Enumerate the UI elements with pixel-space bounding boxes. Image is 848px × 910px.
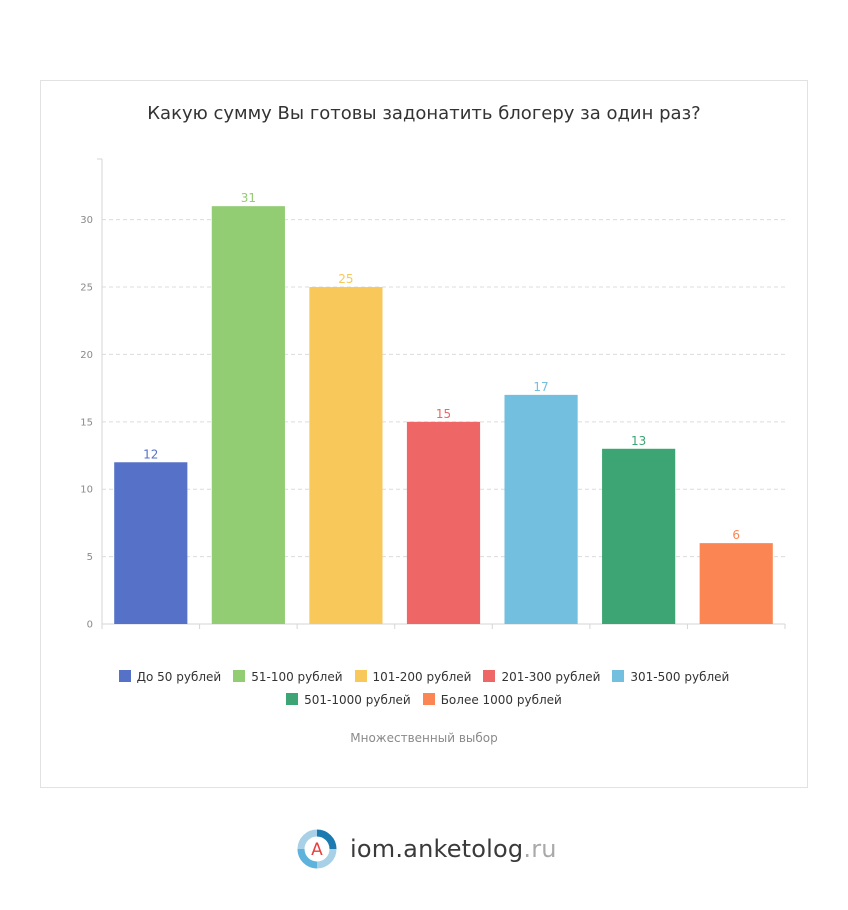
bar-chart: 0 5 10 15 20 25 30 12 31 25 15 17 13 6 (80, 158, 786, 631)
brand-footer: A iom.anketolog.ru (294, 826, 557, 872)
legend-item[interactable]: 501-1000 рублей (286, 689, 411, 712)
legend-label: 501-1000 рублей (304, 693, 411, 707)
legend-item[interactable]: 301-500 рублей (612, 666, 729, 689)
chart-title: Какую сумму Вы готовы задонатить блогеру… (147, 103, 701, 124)
bar (309, 287, 383, 624)
bar-value-label: 25 (338, 272, 353, 286)
legend-label: 201-300 рублей (501, 670, 601, 684)
bar-value-label: 17 (533, 380, 548, 394)
bar (211, 206, 285, 624)
legend-label: 301-500 рублей (630, 670, 730, 684)
legend-swatch (286, 693, 299, 705)
bar-value-label: 31 (241, 191, 256, 205)
y-tick-label: 20 (80, 350, 93, 361)
brand-name: iom.anketolog.ru (350, 835, 557, 863)
legend-label: 51-100 рублей (251, 670, 343, 684)
legend-item[interactable]: До 50 рублей (118, 666, 222, 689)
legend-label: Более 1000 рублей (440, 693, 562, 707)
bar (114, 462, 188, 624)
chart-subtitle: Множественный выбор (350, 731, 498, 745)
legend-label: До 50 рублей (136, 670, 222, 684)
y-tick-label: 10 (80, 485, 93, 496)
bar-value-label: 12 (143, 447, 158, 461)
y-tick-label: 5 (87, 552, 93, 563)
bar (699, 543, 773, 624)
logo-letter: A (311, 840, 323, 860)
legend-swatch (118, 670, 131, 682)
legend-item[interactable]: 101-200 рублей (354, 666, 472, 689)
bar (406, 421, 481, 624)
legend-item[interactable]: 201-300 рублей (483, 666, 600, 689)
legend-swatch (422, 693, 435, 705)
bar-value-label: 13 (631, 434, 646, 448)
legend-swatch (233, 670, 246, 682)
chart-legend: До 50 рублей 51-100 рублей 101-200 рублей 2… (61, 666, 787, 712)
bar-value-label: 15 (436, 407, 451, 421)
y-tick-label: 15 (80, 417, 93, 428)
y-tick-label: 0 (87, 620, 93, 631)
bar (602, 448, 676, 624)
y-tick-label: 25 (80, 283, 93, 294)
legend-swatch (483, 670, 496, 682)
y-tick-label: 30 (80, 215, 93, 226)
legend-swatch (354, 670, 367, 682)
bar (504, 394, 578, 624)
chart-card: Какую сумму Вы готовы задонатить блогеру… (40, 80, 808, 788)
legend-item[interactable]: 51-100 рублей (233, 666, 343, 689)
legend-swatch (612, 670, 625, 682)
legend-item[interactable]: Более 1000 рублей (422, 689, 562, 712)
bar-value-label: 6 (732, 528, 740, 542)
anketolog-logo-icon: A (297, 829, 337, 869)
legend-label: 101-200 рублей (372, 670, 472, 684)
